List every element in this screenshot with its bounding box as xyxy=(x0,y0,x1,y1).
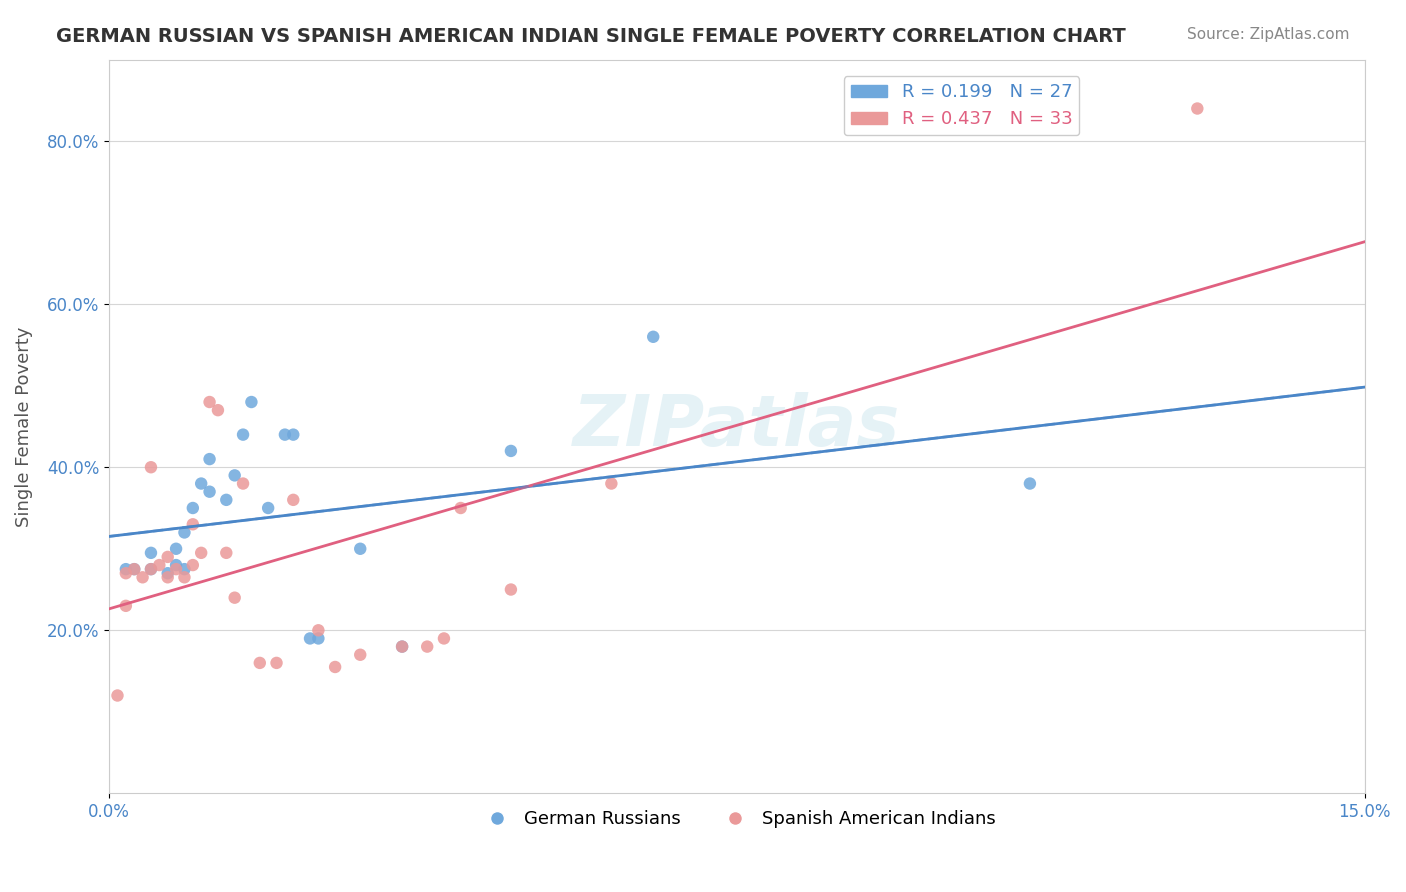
Point xyxy=(323,660,346,674)
Point xyxy=(156,566,179,581)
Point xyxy=(131,570,153,584)
Point xyxy=(416,640,439,654)
Point xyxy=(274,427,297,442)
Point xyxy=(499,582,522,597)
Point xyxy=(391,640,413,654)
Point xyxy=(307,624,329,638)
Point xyxy=(215,492,238,507)
Point xyxy=(107,689,129,703)
Point xyxy=(1187,102,1209,116)
Point xyxy=(181,501,204,516)
Point xyxy=(283,427,305,442)
Point xyxy=(115,566,138,581)
Point xyxy=(190,546,212,560)
Point xyxy=(283,492,305,507)
Point xyxy=(156,549,179,564)
Point xyxy=(257,501,280,516)
Point xyxy=(181,517,204,532)
Text: Source: ZipAtlas.com: Source: ZipAtlas.com xyxy=(1187,27,1350,42)
Point xyxy=(198,395,221,409)
Legend: German Russians, Spanish American Indians: German Russians, Spanish American Indian… xyxy=(471,803,1002,836)
Point xyxy=(1019,476,1042,491)
Point xyxy=(240,395,263,409)
Point xyxy=(156,570,179,584)
Point xyxy=(224,591,246,605)
Point xyxy=(349,648,371,662)
Point xyxy=(266,656,288,670)
Point xyxy=(349,541,371,556)
Point xyxy=(181,558,204,572)
Point xyxy=(122,562,145,576)
Point xyxy=(198,484,221,499)
Point xyxy=(115,599,138,613)
Point xyxy=(122,562,145,576)
Point xyxy=(499,444,522,458)
Point xyxy=(139,562,162,576)
Point xyxy=(148,558,170,572)
Point xyxy=(207,403,229,417)
Point xyxy=(298,632,321,646)
Point xyxy=(139,546,162,560)
Point xyxy=(139,562,162,576)
Point xyxy=(232,476,254,491)
Point xyxy=(115,562,138,576)
Point xyxy=(232,427,254,442)
Point xyxy=(307,632,329,646)
Point xyxy=(173,562,195,576)
Point xyxy=(165,562,187,576)
Point xyxy=(391,640,413,654)
Point xyxy=(190,476,212,491)
Point xyxy=(165,541,187,556)
Point xyxy=(173,570,195,584)
Point xyxy=(198,452,221,467)
Point xyxy=(139,460,162,475)
Point xyxy=(215,546,238,560)
Point xyxy=(643,330,665,344)
Point xyxy=(224,468,246,483)
Point xyxy=(165,558,187,572)
Point xyxy=(450,501,472,516)
Point xyxy=(249,656,271,670)
Point xyxy=(433,632,456,646)
Point xyxy=(600,476,623,491)
Text: GERMAN RUSSIAN VS SPANISH AMERICAN INDIAN SINGLE FEMALE POVERTY CORRELATION CHAR: GERMAN RUSSIAN VS SPANISH AMERICAN INDIA… xyxy=(56,27,1126,45)
Text: ZIPatlas: ZIPatlas xyxy=(574,392,901,461)
Point xyxy=(173,525,195,540)
Y-axis label: Single Female Poverty: Single Female Poverty xyxy=(15,326,32,526)
